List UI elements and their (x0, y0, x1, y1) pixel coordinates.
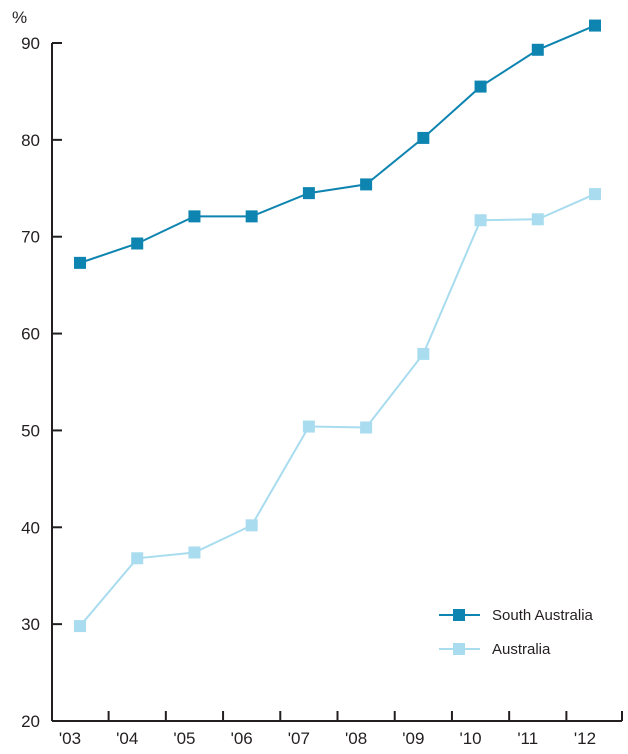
legend-marker (453, 609, 465, 621)
y-tick-label: 30 (21, 615, 40, 634)
series-layer (74, 19, 601, 633)
x-tick-label: '11 (517, 729, 538, 748)
data-point-marker (302, 187, 315, 200)
x-tick-label: '04 (116, 729, 138, 748)
data-point-marker (474, 80, 487, 93)
data-point-marker (417, 131, 430, 144)
x-tick-label: '03 (59, 729, 81, 748)
x-tick-label: '06 (231, 729, 253, 748)
series-australia (74, 188, 601, 633)
legend-item: Australia (439, 641, 551, 658)
legend-label: South Australia (492, 607, 594, 624)
x-tick-label: '12 (574, 729, 596, 748)
x-tick-label: '08 (345, 729, 367, 748)
legend-label: Australia (492, 641, 551, 658)
data-point-marker (302, 420, 315, 433)
series-line (79, 24, 596, 264)
data-point-marker (474, 214, 487, 227)
axes: 20 30 40 50 60 70 80 90 '03 '04 '05 '06 '07 '08 '09 '10… (21, 34, 623, 748)
legend-item: South Australia (439, 607, 594, 624)
data-point-marker (589, 19, 601, 32)
data-point-marker (417, 347, 430, 360)
x-tick-label: '10 (459, 729, 481, 748)
data-point-marker (74, 256, 86, 269)
series-south-australia (74, 19, 601, 269)
y-tick-label: 70 (21, 228, 40, 247)
data-point-marker (131, 552, 144, 565)
y-tick-label: 80 (21, 131, 40, 150)
data-point-marker (245, 210, 258, 223)
data-point-marker (360, 421, 373, 434)
data-point-marker (531, 213, 544, 226)
y-tick-label: 20 (21, 712, 40, 731)
y-tick-label: 50 (21, 421, 40, 440)
y-axis-unit-label: % (12, 8, 27, 27)
data-point-marker (360, 178, 373, 191)
series-line (79, 193, 596, 627)
legend: South Australia Australia (439, 607, 594, 658)
data-point-marker (74, 620, 86, 633)
data-point-marker (131, 237, 144, 250)
data-point-marker (245, 519, 258, 532)
legend-marker (453, 643, 465, 655)
data-point-marker (188, 210, 201, 223)
data-point-marker (188, 546, 201, 559)
x-tick-label: '07 (288, 729, 310, 748)
y-tick-label: 60 (21, 325, 40, 344)
x-tick-label: '05 (173, 729, 195, 748)
data-point-marker (589, 188, 601, 201)
data-point-marker (531, 43, 544, 56)
x-tick-label: '09 (402, 729, 424, 748)
y-tick-label: 40 (21, 518, 40, 537)
y-tick-label: 90 (21, 34, 40, 53)
